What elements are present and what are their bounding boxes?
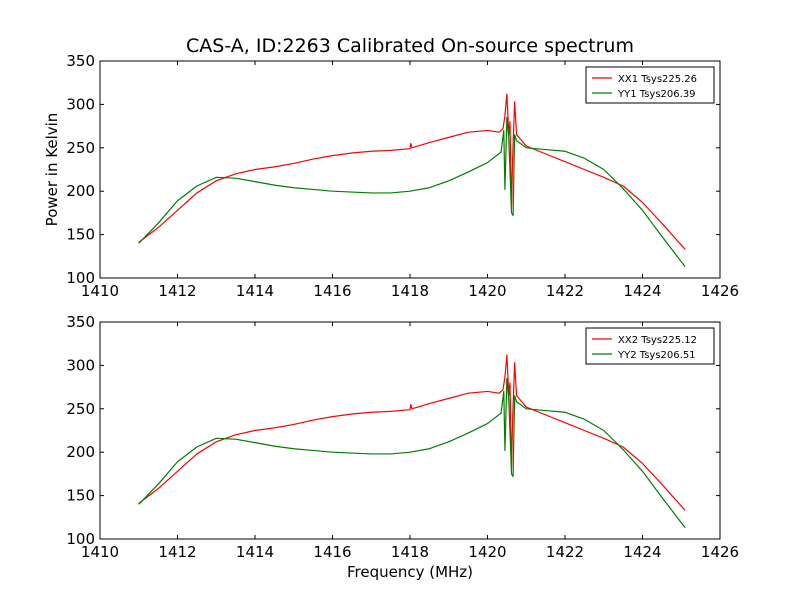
x-tick-label: 1422: [546, 282, 584, 300]
y-tick-label: 100: [66, 269, 95, 287]
series-line-xx: [138, 93, 686, 250]
series-line-yy: [138, 377, 686, 529]
y-tick-label: 300: [66, 95, 95, 113]
y-tick-label: 100: [66, 530, 95, 548]
y-axis-title: Power in Kelvin: [43, 113, 61, 227]
x-tick-label: 1414: [236, 543, 274, 561]
legend-box: [585, 66, 715, 104]
x-tick-label: 1424: [623, 543, 661, 561]
y-tick-label: 300: [66, 356, 95, 374]
legend-label: XX2 Tsys225.12: [618, 335, 697, 346]
x-tick-label: 1412: [158, 282, 196, 300]
x-tick-label: 1418: [391, 282, 429, 300]
y-tick-label: 350: [66, 313, 95, 331]
top-spectrum-panel: 1410 1412 1414 1416 1418 1420 1422 1424 1426 100 1…: [43, 52, 739, 300]
x-tick-label: 1420: [468, 282, 506, 300]
y-tick-label: 250: [66, 400, 95, 418]
figure-title: CAS-A, ID:2263 Calibrated On-source spec…: [186, 35, 634, 57]
y-tick-label: 150: [66, 226, 95, 244]
x-axis-title: Frequency (MHz): [347, 563, 473, 581]
legend: XX1 Tsys225.26 YY1 Tsys206.39: [585, 66, 715, 104]
series-line-xx: [138, 354, 686, 511]
series-line-yy: [138, 116, 686, 268]
y-tick-label: 350: [66, 52, 95, 70]
x-tick-label: 1414: [236, 282, 274, 300]
x-tick-label: 1416: [313, 543, 351, 561]
legend-label: XX1 Tsys225.26: [618, 74, 697, 85]
legend-label: YY1 Tsys206.39: [617, 89, 696, 100]
x-tick-label: 1410: [81, 282, 119, 300]
x-tick-label: 1426: [701, 543, 739, 561]
legend-box: [585, 327, 715, 365]
y-tick-label: 200: [66, 182, 95, 200]
bottom-spectrum-panel: 1410 1412 1414 1416 1418 1420 1422 1424 1426 100 1…: [66, 313, 739, 581]
y-tick-label: 200: [66, 443, 95, 461]
x-tick-label: 1420: [468, 543, 506, 561]
y-tick-label: 250: [66, 139, 95, 157]
x-tick-label: 1410: [81, 543, 119, 561]
x-tick-label: 1424: [623, 282, 661, 300]
x-tick-label: 1412: [158, 543, 196, 561]
legend-label: YY2 Tsys206.51: [617, 350, 696, 361]
x-tick-label: 1418: [391, 543, 429, 561]
x-tick-label: 1416: [313, 282, 351, 300]
y-tick-label: 150: [66, 487, 95, 505]
x-tick-label: 1422: [546, 543, 584, 561]
legend: XX2 Tsys225.12 YY2 Tsys206.51: [585, 327, 715, 365]
x-tick-label: 1426: [701, 282, 739, 300]
